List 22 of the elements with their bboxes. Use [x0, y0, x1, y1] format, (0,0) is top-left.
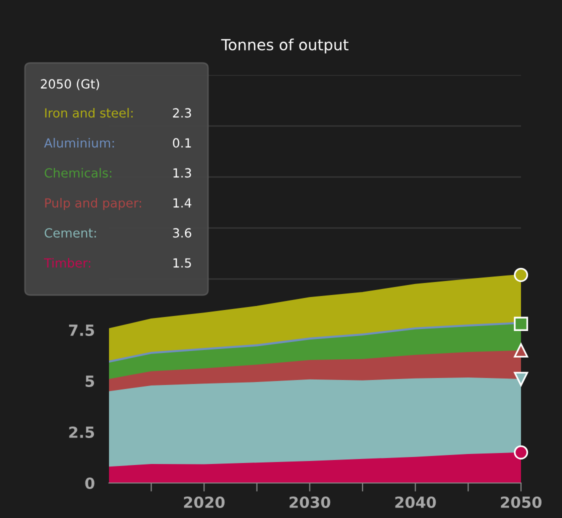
y-tick-label: 2.5 — [69, 426, 94, 438]
text: Iron and steel: — [45, 108, 133, 118]
x-tick-label: 2040 — [395, 496, 436, 508]
text: Cement: — [44, 228, 96, 238]
x-tick-label: 2030 — [290, 496, 330, 508]
text: Chemicals: — [44, 168, 112, 178]
x-tick-label: 2020 — [184, 496, 225, 508]
annotation: 1.4 — [173, 198, 192, 208]
annotation: 1.5 — [173, 258, 191, 268]
chart-title: Tonnes of output — [221, 38, 348, 54]
annotation: 2.3 — [173, 108, 191, 118]
annotation: 0.1 — [172, 138, 191, 148]
y-tick-label: 5 — [86, 376, 94, 388]
y-tick-label: 7.5 — [69, 324, 94, 336]
annotation: 1.3 — [173, 168, 191, 178]
text: Pulp and paper: — [45, 198, 142, 210]
annotation: 3.6 — [173, 228, 192, 238]
y-tick-label: 0 — [85, 477, 94, 490]
text: 2050 (Gt) — [40, 78, 100, 90]
text: Timber: — [44, 258, 90, 268]
text: Aluminium: — [44, 138, 114, 148]
x-tick-label: 2050 — [500, 496, 542, 508]
